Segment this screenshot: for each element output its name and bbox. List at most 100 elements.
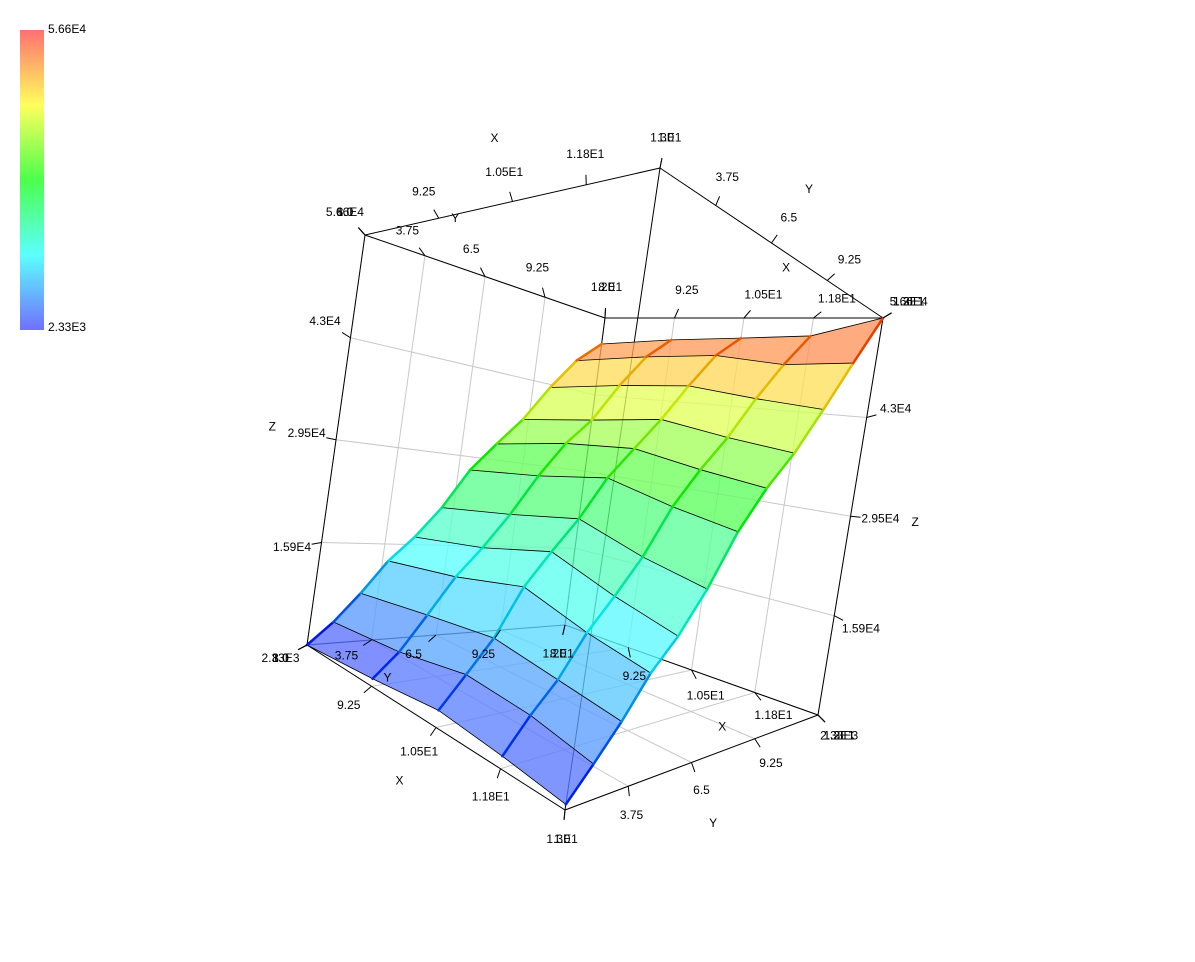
- tick-label: 2.33E3: [261, 651, 299, 665]
- mesh-ridge: [606, 447, 636, 480]
- axis-title: Y: [805, 182, 813, 196]
- mesh-ridge: [556, 631, 589, 681]
- mesh-ridge: [440, 468, 472, 509]
- tick-mark: [817, 714, 826, 723]
- mesh-ridge: [495, 418, 525, 446]
- tick-label: 8.0: [272, 651, 289, 665]
- tick-mark: [882, 312, 892, 319]
- tick-label: 3.75: [716, 170, 740, 184]
- tick-label: 9.25: [472, 647, 496, 661]
- tick-label: 2.95E4: [288, 426, 326, 440]
- mesh-ridge: [645, 338, 673, 359]
- mesh-ridge: [492, 585, 526, 640]
- tick-mark: [674, 308, 680, 319]
- tick-label: 9.25: [838, 252, 862, 266]
- mesh-ridge: [359, 559, 390, 595]
- tick-label: 1.05E1: [687, 689, 725, 703]
- tick-mark: [754, 692, 762, 701]
- tick-label: 9.25: [412, 184, 436, 198]
- mesh-ridge: [426, 575, 457, 617]
- tick-mark: [771, 234, 778, 244]
- tick-label: 9.25: [759, 756, 783, 770]
- mesh-ridge: [575, 342, 603, 362]
- tick-label: 1.2E1: [823, 728, 855, 742]
- mesh-ridge: [782, 334, 812, 366]
- mesh-ridge: [822, 361, 855, 411]
- tick-label: 6.5: [405, 647, 422, 661]
- tick-mark: [341, 332, 351, 339]
- mesh-ridge: [550, 517, 581, 553]
- mesh-ridge: [633, 418, 663, 450]
- tick-mark: [429, 727, 437, 737]
- mesh-ridge: [468, 442, 498, 472]
- tick-mark: [813, 311, 822, 319]
- tick-label: 3.75: [620, 808, 644, 822]
- tick-label: 8.0: [598, 280, 615, 294]
- tick-label: 2.95E4: [861, 511, 899, 525]
- tick-mark: [691, 762, 696, 773]
- axis-title: Y: [451, 211, 459, 225]
- tick-label: 1.3E1: [650, 131, 682, 145]
- tick-label: 1.2E1: [591, 280, 623, 294]
- tick-label: 3.75: [335, 649, 359, 663]
- mesh-ridge: [649, 634, 680, 675]
- mesh-ridge: [537, 442, 568, 478]
- mesh-ridge: [564, 418, 594, 445]
- axis-title: X: [782, 261, 790, 275]
- tick-mark: [563, 809, 566, 821]
- tick-label: 1.59E4: [273, 540, 311, 554]
- tick-label: 1.3E1: [546, 832, 578, 846]
- mesh-ridge: [521, 386, 552, 421]
- axis-title: Y: [384, 670, 392, 684]
- tick-mark: [754, 738, 761, 748]
- tick-mark: [311, 541, 322, 545]
- mesh-ridge: [481, 513, 512, 549]
- tick-mark: [691, 669, 697, 680]
- tick-mark: [297, 644, 308, 651]
- tick-mark: [357, 227, 366, 236]
- tick-label: 6.5: [463, 242, 480, 256]
- tick-label: 1.0: [272, 651, 289, 665]
- mesh-ridge: [464, 636, 496, 676]
- tick-mark: [659, 158, 663, 169]
- mesh-ridge: [590, 384, 621, 422]
- tick-label: 1.18E1: [566, 147, 604, 161]
- tick-label: 6.5: [693, 783, 710, 797]
- mesh-ridge: [726, 397, 758, 439]
- colorbar: [20, 30, 44, 330]
- tick-mark: [850, 515, 861, 518]
- tick-label: 9.25: [337, 698, 361, 712]
- mesh-ridge: [641, 505, 674, 559]
- tick-label: 4.3E4: [309, 314, 341, 328]
- mesh-ridge: [592, 720, 623, 766]
- tick-mark: [627, 786, 630, 797]
- tick-label: 1.2E1: [543, 646, 575, 660]
- tick-label: 1.18E1: [754, 708, 792, 722]
- mesh-ridge: [332, 592, 362, 624]
- axis-title: Z: [269, 419, 276, 433]
- mesh-ridge: [387, 535, 416, 563]
- tick-label: 5.66E4: [890, 295, 928, 309]
- tick-label: 1.0: [554, 832, 571, 846]
- mesh-ridge: [754, 363, 785, 400]
- mesh-ridge: [577, 476, 609, 521]
- tick-label: 9.25: [675, 283, 699, 297]
- tick-label: 1.05E1: [744, 287, 782, 301]
- tick-mark: [362, 639, 372, 646]
- tick-mark: [541, 287, 546, 298]
- mesh-ridge: [736, 487, 769, 534]
- tick-mark: [494, 629, 501, 639]
- tick-mark: [509, 191, 513, 202]
- tick-label: 9.25: [623, 669, 647, 683]
- mesh-ridge: [548, 359, 578, 389]
- tick-mark: [326, 437, 337, 441]
- tick-label: 1.0: [337, 205, 354, 219]
- box-edge: [817, 317, 884, 716]
- mesh-ridge: [437, 673, 468, 712]
- tick-label: 2.33E3: [820, 728, 858, 742]
- mesh-ridge: [705, 530, 740, 591]
- mesh-ridge: [659, 384, 690, 421]
- tick-label: 9.25: [526, 260, 550, 274]
- tick-mark: [428, 634, 437, 643]
